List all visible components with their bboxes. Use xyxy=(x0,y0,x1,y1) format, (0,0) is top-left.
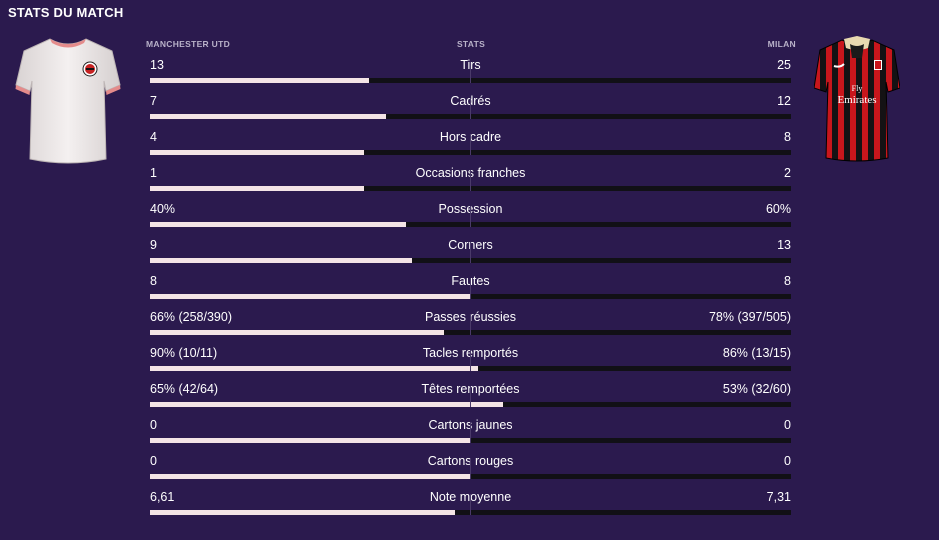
panel-title: STATS DU MATCH xyxy=(8,5,124,20)
comparison-bar xyxy=(150,206,791,227)
comparison-bar xyxy=(150,314,791,335)
away-stat-value: 0 xyxy=(784,454,791,468)
home-stat-value: 90% (10/11) xyxy=(150,346,218,360)
stat-row: 1 Occasions franches 2 xyxy=(150,164,791,200)
stat-row: 0 Cartons rouges 0 xyxy=(150,452,791,488)
home-share-fill xyxy=(150,150,364,155)
home-stat-value: 9 xyxy=(150,238,157,252)
svg-text:Fly: Fly xyxy=(852,84,863,93)
stat-row: 65% (42/64) Têtes remportées 53% (32/60) xyxy=(150,380,791,416)
home-stat-value: 13 xyxy=(150,58,164,72)
home-share-fill xyxy=(150,186,364,191)
comparison-bar xyxy=(150,62,791,83)
away-stat-value: 2 xyxy=(784,166,791,180)
bar-midpoint-divider xyxy=(470,98,471,119)
away-stat-value: 7,31 xyxy=(766,490,791,504)
home-team-name: MANCHESTER UTD xyxy=(146,39,231,49)
bar-midpoint-divider xyxy=(470,134,471,155)
away-stat-value: 13 xyxy=(777,238,791,252)
home-share-fill xyxy=(150,222,407,227)
stats-list: 13Tirs257Cadrés124Hors cadre81Occasions … xyxy=(150,56,791,524)
comparison-bar xyxy=(150,422,791,443)
away-stat-value: 60% xyxy=(765,202,791,216)
bar-midpoint-divider xyxy=(470,62,471,83)
home-share-fill xyxy=(150,114,386,119)
home-share-fill xyxy=(150,366,478,371)
home-stat-value: 1 xyxy=(150,166,157,180)
away-team-name: MILAN xyxy=(767,39,796,49)
home-stat-value: 4 xyxy=(150,130,157,144)
home-share-fill xyxy=(150,258,413,263)
home-share-fill xyxy=(150,78,370,83)
comparison-bar xyxy=(150,242,791,263)
home-stat-value: 40% xyxy=(150,202,176,216)
home-share-fill xyxy=(150,402,504,407)
bar-midpoint-divider xyxy=(470,242,471,263)
stat-row: 6,61 Note moyenne 7,31 xyxy=(150,488,791,524)
away-stat-value: 53% (32/60) xyxy=(722,382,791,396)
comparison-bar xyxy=(150,386,791,407)
home-stat-value: 6,61 xyxy=(150,490,175,504)
bar-midpoint-divider xyxy=(470,386,471,407)
bar-midpoint-divider xyxy=(470,350,471,371)
home-share-fill xyxy=(150,510,455,515)
comparison-bar xyxy=(150,278,791,299)
home-share-fill xyxy=(150,438,471,443)
stat-row: 90% (10/11) Tacles remportés 86% (13/15) xyxy=(150,344,791,380)
home-stat-value: 7 xyxy=(150,94,157,108)
bar-midpoint-divider xyxy=(470,314,471,335)
away-stat-value: 12 xyxy=(777,94,791,108)
home-stat-value: 0 xyxy=(150,418,157,432)
comparison-bar xyxy=(150,494,791,515)
comparison-bar xyxy=(150,98,791,119)
home-stat-value: 66% (258/390) xyxy=(150,310,233,324)
bar-midpoint-divider xyxy=(470,278,471,299)
stat-row: 66% (258/390) Passes réussies 78% (397/505… xyxy=(150,308,791,344)
bar-midpoint-divider xyxy=(470,494,471,515)
stat-row: 9Corners13 xyxy=(150,236,791,272)
stat-row: 0 Cartons jaunes 0 xyxy=(150,416,791,452)
away-stat-value: 0 xyxy=(784,418,791,432)
away-stat-value: 78% (397/505) xyxy=(708,310,791,324)
home-stat-value: 8 xyxy=(150,274,157,288)
stat-row: 8Fautes8 xyxy=(150,272,791,308)
away-kit-icon: Fly Emirates xyxy=(813,34,901,162)
comparison-bar xyxy=(150,350,791,371)
comparison-bar xyxy=(150,458,791,479)
away-stat-value: 25 xyxy=(777,58,791,72)
stat-row: 13Tirs25 xyxy=(150,56,791,92)
away-stat-value: 8 xyxy=(784,130,791,144)
stats-header: MANCHESTER UTD STATS MILAN xyxy=(146,39,796,51)
comparison-bar xyxy=(150,170,791,191)
bar-midpoint-divider xyxy=(470,422,471,443)
home-share-fill xyxy=(150,294,471,299)
home-stat-value: 65% (42/64) xyxy=(150,382,219,396)
home-share-fill xyxy=(150,330,444,335)
bar-midpoint-divider xyxy=(470,458,471,479)
away-stat-value: 8 xyxy=(784,274,791,288)
bar-midpoint-divider xyxy=(470,206,471,227)
bar-midpoint-divider xyxy=(470,170,471,191)
comparison-bar xyxy=(150,134,791,155)
home-kit-icon xyxy=(14,33,122,165)
stats-column-heading: STATS xyxy=(456,39,486,49)
away-stat-value: 86% (13/15) xyxy=(722,346,791,360)
stat-row: 4 Hors cadre 8 xyxy=(150,128,791,164)
home-share-fill xyxy=(150,474,471,479)
svg-text:Emirates: Emirates xyxy=(837,94,876,106)
stat-row: 7Cadrés12 xyxy=(150,92,791,128)
home-stat-value: 0 xyxy=(150,454,157,468)
stat-row: 40%Possession60% xyxy=(150,200,791,236)
